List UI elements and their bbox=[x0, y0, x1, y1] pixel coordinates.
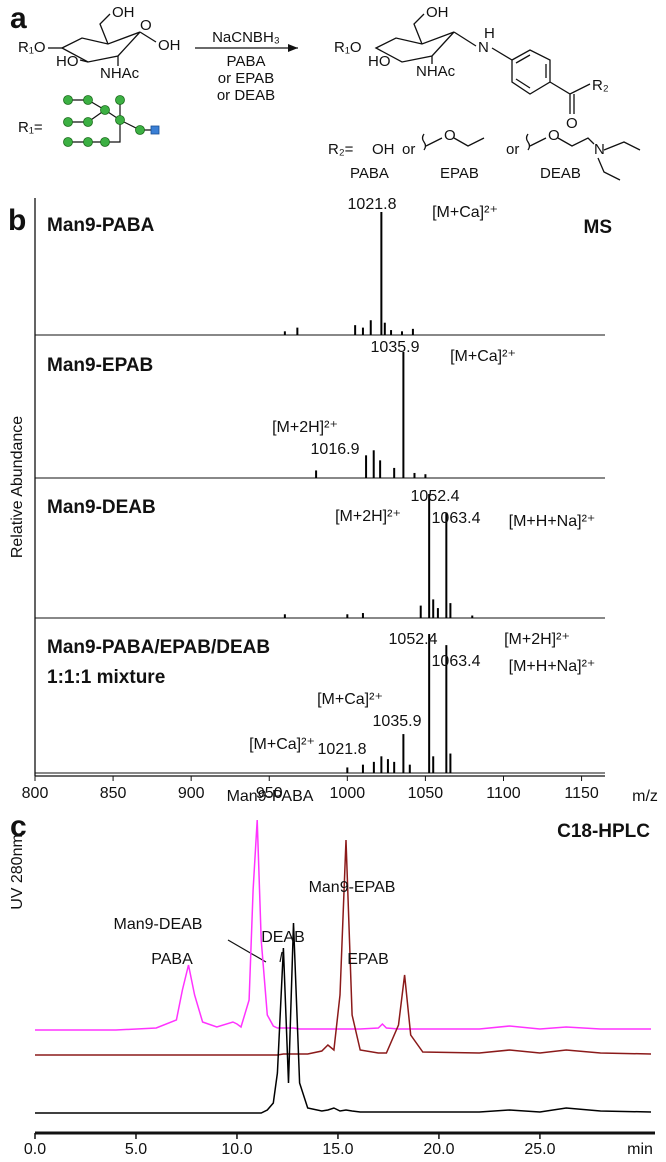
panel-title: Man9-DEAB bbox=[47, 497, 156, 518]
peak-annotation: DEAB bbox=[261, 929, 305, 946]
product-structure bbox=[374, 13, 591, 114]
x-tick-label: 1150 bbox=[564, 785, 599, 802]
peak-annotation: [M+H+Na]²⁺ bbox=[509, 658, 596, 675]
panel-title: Man9-PABA bbox=[47, 215, 155, 236]
x-tick-label: 5.0 bbox=[125, 1141, 147, 1158]
panel-label: c bbox=[10, 810, 27, 843]
panel-title: 1:1:1 mixture bbox=[47, 667, 165, 688]
panel-label: a bbox=[10, 2, 27, 35]
chem-label: HO bbox=[56, 53, 79, 70]
x-tick-label: 25.0 bbox=[524, 1141, 555, 1158]
panel-title: Man9-PABA/EPAB/DEAB bbox=[47, 637, 270, 658]
arrow-head bbox=[288, 44, 298, 52]
chem-label: OH bbox=[112, 4, 135, 21]
peak-annotation: 1052.4 bbox=[389, 631, 438, 648]
peak-annotation: 1016.9 bbox=[311, 441, 360, 458]
chem-label: R₂ bbox=[592, 77, 609, 94]
leader-lines bbox=[227, 939, 283, 963]
chem-label: N bbox=[594, 141, 605, 158]
peak-annotation: [M+2H]²⁺ bbox=[504, 631, 570, 648]
x-tick-label: 850 bbox=[100, 785, 127, 802]
peak-annotation: EPAB bbox=[347, 951, 389, 968]
chem-label: H bbox=[484, 25, 495, 42]
x-tick-label: 20.0 bbox=[423, 1141, 454, 1158]
chem-label: or bbox=[402, 141, 415, 158]
peak-annotation: [M+Ca]²⁺ bbox=[450, 348, 516, 365]
panel-tag: MS bbox=[584, 217, 613, 238]
chem-label: O bbox=[566, 115, 578, 132]
peak-annotation: 1021.8 bbox=[348, 196, 397, 213]
chem-label: OH bbox=[372, 141, 395, 158]
chem-label: O bbox=[548, 127, 560, 144]
chem-label: DEAB bbox=[540, 165, 581, 182]
chem-label: NHAc bbox=[416, 63, 456, 80]
chem-label: or bbox=[506, 141, 519, 158]
chem-label: EPAB bbox=[440, 165, 479, 182]
peak-annotation: [M+H+Na]²⁺ bbox=[509, 513, 596, 530]
trace bbox=[35, 819, 651, 1031]
chem-label: R₂= bbox=[328, 141, 354, 158]
x-axis-label: m/z bbox=[632, 788, 658, 805]
peak-annotation: [M+2H]²⁺ bbox=[272, 419, 338, 436]
peak-annotation: 1035.9 bbox=[371, 339, 420, 356]
trace bbox=[35, 839, 652, 1056]
x-tick-label: 0.0 bbox=[24, 1141, 46, 1158]
peak-annotation: 1063.4 bbox=[432, 510, 481, 527]
reactant-structure bbox=[48, 13, 157, 66]
chem-label: O bbox=[444, 127, 456, 144]
reagent: or EPAB bbox=[218, 70, 274, 87]
x-tick-label: 1100 bbox=[486, 785, 521, 802]
x-tick-label: 800 bbox=[22, 785, 49, 802]
chem-label: HO bbox=[368, 53, 391, 70]
peak-annotation: 1052.4 bbox=[411, 488, 460, 505]
peak-annotation: [M+Ca]²⁺ bbox=[432, 204, 498, 221]
glycan-icon bbox=[63, 95, 160, 147]
chem-label: R₁O bbox=[334, 39, 362, 56]
r2-structures bbox=[421, 133, 641, 181]
chem-label: OH bbox=[158, 37, 181, 54]
x-tick-label: 15.0 bbox=[322, 1141, 353, 1158]
peak-annotation: 1021.8 bbox=[318, 741, 367, 758]
y-axis-label: Relative Abundance bbox=[9, 416, 26, 558]
x-tick-label: 10.0 bbox=[221, 1141, 252, 1158]
x-tick-label: 1000 bbox=[330, 785, 366, 802]
chem-label: NHAc bbox=[100, 65, 140, 82]
panel-tag: C18-HPLC bbox=[557, 821, 650, 842]
peak-annotation: Man9-EPAB bbox=[309, 879, 396, 896]
peak-annotation: [M+Ca]²⁺ bbox=[249, 736, 315, 753]
peak-annotation: 1035.9 bbox=[373, 713, 422, 730]
peak-annotation: 1063.4 bbox=[432, 653, 481, 670]
reagent: or DEAB bbox=[217, 87, 275, 104]
y-axis-label: UV 280nm bbox=[9, 834, 26, 910]
peak-annotation: Man9-DEAB bbox=[114, 916, 203, 933]
x-tick-label: 1050 bbox=[408, 785, 444, 802]
chem-label: R₁O bbox=[18, 39, 46, 56]
chem-label: N bbox=[478, 39, 489, 56]
panel-label: b bbox=[8, 204, 26, 237]
chem-label: PABA bbox=[350, 165, 389, 182]
chem-label: R₁= bbox=[18, 119, 43, 136]
x-tick-label: 950 bbox=[256, 785, 283, 802]
chem-label: OH bbox=[426, 4, 449, 21]
peak-annotation: Man9-PABA bbox=[227, 788, 314, 805]
x-axis-label: min bbox=[627, 1141, 653, 1158]
peak-annotation: [M+2H]²⁺ bbox=[335, 508, 401, 525]
reagent: PABA bbox=[227, 53, 266, 70]
x-tick-label: 900 bbox=[178, 785, 205, 802]
peak-annotation: PABA bbox=[151, 951, 193, 968]
panel-title: Man9-EPAB bbox=[47, 355, 153, 376]
reagent: NaCNBH₃ bbox=[212, 29, 280, 46]
peak-annotation: [M+Ca]²⁺ bbox=[317, 691, 383, 708]
chem-label: O bbox=[140, 17, 152, 34]
trace bbox=[35, 922, 652, 1114]
